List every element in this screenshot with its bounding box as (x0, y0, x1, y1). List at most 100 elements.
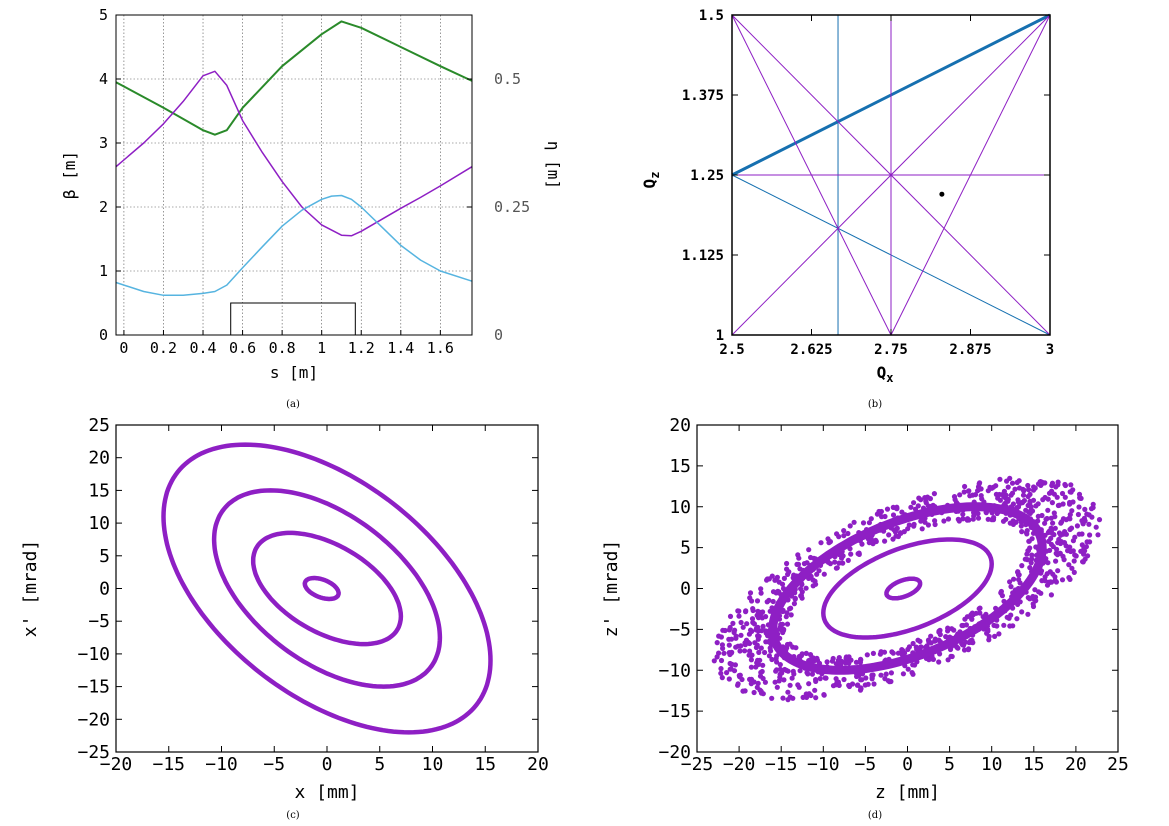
scatter-point (968, 612, 974, 618)
scatter-point (1070, 499, 1076, 505)
x-tick-label: −25 (681, 754, 714, 775)
scatter-point (878, 672, 884, 678)
scatter-point (841, 676, 847, 683)
scatter-point (1053, 558, 1059, 564)
scatter-point (736, 613, 742, 619)
caption: (d) (868, 810, 882, 821)
scatter-point (889, 649, 895, 655)
scatter-point (1042, 578, 1048, 584)
scatter-point (1038, 590, 1044, 596)
scatter-point (747, 648, 753, 654)
caption-a: (a) (286, 399, 300, 410)
scatter-point (1017, 580, 1023, 586)
scatter-point (773, 668, 779, 674)
scatter-point (979, 496, 985, 502)
scatter-point (728, 636, 735, 642)
scatter-point (774, 574, 781, 580)
scatter-point (793, 645, 799, 651)
y-axis-label: z' [mrad] (601, 540, 622, 638)
scatter-point (732, 627, 738, 633)
scatter-point (1074, 523, 1080, 529)
scatter-point (1076, 531, 1082, 537)
scatter-point (1066, 562, 1072, 568)
plot-frame (115, 14, 473, 336)
scatter-point (738, 619, 744, 626)
scatter-point (1055, 479, 1061, 485)
y-tick-label: −25 (77, 742, 110, 763)
scatter-point (1082, 506, 1088, 512)
scatter-point (1007, 579, 1013, 585)
x-tick-label: −10 (807, 754, 840, 775)
scatter-point (1005, 498, 1011, 504)
scatter-point (1088, 506, 1095, 512)
scatter-point (826, 540, 832, 546)
scatter-point (919, 526, 925, 532)
x-tick-label: −5 (855, 754, 877, 775)
scatter-point (848, 551, 854, 557)
orbit-ellipse-0 (884, 576, 923, 601)
scatter-point (1032, 485, 1038, 491)
scatter-point (951, 627, 957, 633)
scatter-point (748, 681, 754, 687)
scatter-point (747, 595, 753, 601)
dipole-box (230, 302, 356, 336)
scatter-point (840, 560, 846, 566)
scatter-point (791, 671, 797, 677)
scatter-point (882, 538, 888, 544)
x-axis-label: s [m] (270, 363, 318, 382)
x-tick-label: 3 (1046, 342, 1054, 358)
panel-a: 0 0.2 0.4 0.6 0.8 1 1.2 1.4 1.6 0 1 2 3 4 5 0 0.25 0.5 s [… (60, 6, 563, 410)
scatter-point (812, 687, 818, 693)
x-tick-label: 1.2 (348, 339, 375, 357)
scatter-point (1014, 616, 1020, 622)
scatter-point (1061, 557, 1067, 563)
scatter-point (1003, 516, 1009, 522)
scatter-point (808, 657, 814, 663)
scatter-point (797, 668, 803, 674)
scatter-point (993, 491, 1000, 497)
y-tick-label: 1.25 (690, 168, 724, 184)
scatter-point (941, 518, 947, 524)
y-right-tick-label: 0 (494, 326, 503, 344)
scatter-point (1027, 510, 1033, 516)
scatter-point (976, 606, 982, 612)
x-tick-label: 0 (322, 754, 333, 775)
scatter-point (726, 676, 732, 682)
scatter-point (925, 522, 932, 528)
scatter-point (890, 536, 896, 542)
scatter-point (1016, 478, 1022, 484)
panel-b: 2.5 2.625 2.75 2.875 3 1 1.125 1.25 1.375 1.5 Qx Qz… (640, 8, 1054, 410)
scatter-point (788, 612, 794, 618)
scatter-point (740, 688, 746, 694)
scatter-point (1078, 495, 1084, 501)
x-tick-label: 0.8 (269, 339, 296, 357)
scatter-point (1024, 557, 1030, 563)
scatter-point (1009, 490, 1016, 496)
scatter-point (1035, 501, 1041, 507)
scatter-point (1073, 553, 1079, 559)
scatter-point (1067, 576, 1073, 583)
scatter-point (840, 553, 846, 559)
orbit-ellipse-2 (768, 502, 1047, 675)
scatter-point (1090, 501, 1096, 507)
y-tick-label: 10 (88, 513, 110, 534)
scatter-point (1068, 482, 1074, 488)
y-tick-label: −20 (658, 742, 691, 763)
scatter-point (888, 670, 895, 676)
scatter-point (784, 621, 791, 627)
scatter-point (860, 520, 867, 526)
scatter-point (851, 519, 857, 525)
scatter-point (821, 692, 827, 698)
y-axis-label: β [m] (60, 151, 79, 199)
scatter-point (774, 653, 780, 659)
scatter-point (755, 636, 761, 642)
x-axis-label-sub: x (886, 371, 893, 385)
scatter-point (1008, 584, 1014, 590)
scatter-point (757, 657, 763, 663)
x-axis-label: z [mm] (875, 782, 940, 803)
scatter-point (1048, 592, 1054, 598)
scatter-point (1062, 482, 1069, 489)
scatter-point (784, 560, 790, 567)
scatter-point (726, 627, 733, 633)
